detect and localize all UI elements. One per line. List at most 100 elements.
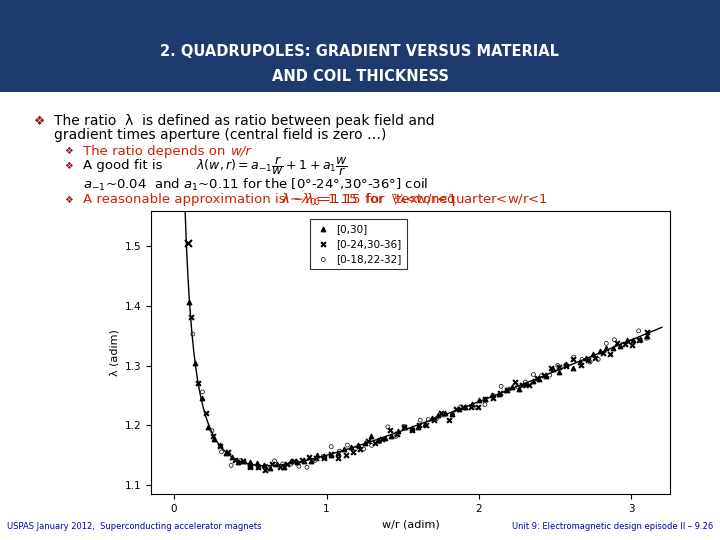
[0,30] <box>318 452 330 461</box>
[0-24,30-36] <box>384 426 395 435</box>
[0-24,30-36] <box>480 395 491 403</box>
[0-24,30-36] <box>546 363 557 372</box>
[0,30] <box>419 420 431 429</box>
[0,30] <box>513 385 525 394</box>
[0-18,22-32] <box>206 427 217 435</box>
[0-18,22-32] <box>333 447 345 455</box>
[0,30] <box>453 404 464 413</box>
[0-18,22-32] <box>463 403 474 412</box>
[0-24,30-36] <box>282 460 293 468</box>
[0-24,30-36] <box>634 336 645 345</box>
[0-18,22-32] <box>431 414 442 423</box>
[0,30] <box>312 450 323 459</box>
[0-18,22-32] <box>576 355 588 364</box>
[0-18,22-32] <box>398 422 410 431</box>
[0,30] <box>439 409 451 418</box>
[0-24,30-36] <box>428 416 440 424</box>
[0-18,22-32] <box>382 422 394 431</box>
Text: AND COIL THICKNESS: AND COIL THICKNESS <box>271 69 449 84</box>
Text: ❖: ❖ <box>34 115 45 128</box>
[0-24,30-36] <box>450 404 462 413</box>
Text: w/r: w/r <box>230 145 251 158</box>
[0-24,30-36] <box>457 403 469 411</box>
[0-18,22-32] <box>495 382 507 390</box>
[0-24,30-36] <box>303 453 315 462</box>
[0-24,30-36] <box>626 341 638 349</box>
Y-axis label: λ (adim): λ (adim) <box>109 329 120 376</box>
[0,30] <box>196 394 207 402</box>
[0-24,30-36] <box>604 349 616 358</box>
[0,30] <box>392 426 404 435</box>
[0-24,30-36] <box>192 379 204 387</box>
[0,30] <box>220 449 232 457</box>
[0-24,30-36] <box>333 454 344 462</box>
[0,30] <box>238 456 250 465</box>
[0-18,22-32] <box>447 410 459 419</box>
[0-18,22-32] <box>341 441 353 449</box>
[0-18,22-32] <box>261 462 272 470</box>
[0-18,22-32] <box>552 361 564 370</box>
[0-18,22-32] <box>423 415 434 424</box>
[0-24,30-36] <box>494 388 505 397</box>
[0-24,30-36] <box>472 403 484 411</box>
[0-24,30-36] <box>575 361 586 369</box>
[0-18,22-32] <box>285 460 297 468</box>
[0-18,22-32] <box>617 340 629 349</box>
[0-18,22-32] <box>406 427 418 435</box>
[0-18,22-32] <box>245 463 256 472</box>
[0,30] <box>534 375 545 383</box>
[0,30] <box>251 458 263 467</box>
[0,30] <box>467 400 478 408</box>
[0-18,22-32] <box>503 384 515 393</box>
[0-18,22-32] <box>225 461 237 470</box>
[0,30] <box>433 411 444 420</box>
[0-24,30-36] <box>538 370 549 379</box>
[0-24,30-36] <box>502 386 513 395</box>
[0-24,30-36] <box>597 349 608 357</box>
[0-18,22-32] <box>245 462 256 470</box>
[0-18,22-32] <box>325 442 337 451</box>
Text: 2. QUADRUPOLES: GRADIENT VERSUS MATERIAL: 2. QUADRUPOLES: GRADIENT VERSUS MATERIAL <box>161 44 559 59</box>
[0,30] <box>608 344 619 353</box>
[0-24,30-36] <box>237 456 248 465</box>
[0,30] <box>641 332 652 341</box>
[0,30] <box>426 414 438 422</box>
Text: USPAS January 2012,  Superconducting accelerator magnets: USPAS January 2012, Superconducting acce… <box>7 522 261 531</box>
[0,30] <box>332 449 343 457</box>
[0,30] <box>285 457 297 465</box>
[0-24,30-36] <box>296 455 307 464</box>
[0-18,22-32] <box>366 441 377 450</box>
[0-18,22-32] <box>187 330 199 339</box>
[0,30] <box>352 441 364 449</box>
[0-18,22-32] <box>585 357 596 366</box>
[0,30] <box>325 451 337 460</box>
[0-24,30-36] <box>509 377 521 386</box>
Text: ❖: ❖ <box>64 195 73 205</box>
[0-24,30-36] <box>177 142 189 151</box>
[0,30] <box>189 359 201 368</box>
Text: Unit 9: Electromagnetic design episode II – 9.26: Unit 9: Electromagnetic design episode I… <box>511 522 713 531</box>
[0-18,22-32] <box>511 383 523 391</box>
[0-18,22-32] <box>374 437 385 446</box>
[0-24,30-36] <box>406 426 418 435</box>
Text: A reasonable approximation is: A reasonable approximation is <box>83 193 289 206</box>
Point <box>182 239 194 248</box>
[0-18,22-32] <box>633 327 644 335</box>
[0,30] <box>271 460 283 469</box>
[0-24,30-36] <box>230 456 241 464</box>
Text: A good fit is: A good fit is <box>83 159 162 172</box>
[0-24,30-36] <box>252 462 264 471</box>
[0-18,22-32] <box>358 444 369 453</box>
[0,30] <box>574 357 585 366</box>
[0,30] <box>554 367 565 376</box>
[0-24,30-36] <box>347 448 359 456</box>
[0-24,30-36] <box>245 462 256 471</box>
[0-24,30-36] <box>567 354 579 363</box>
[0-24,30-36] <box>289 457 300 465</box>
[0,30] <box>500 386 511 395</box>
[0,30] <box>372 436 384 444</box>
[0-24,30-36] <box>531 374 542 382</box>
[0,30] <box>226 453 238 461</box>
[0-24,30-36] <box>516 381 528 390</box>
[0,30] <box>399 423 410 431</box>
